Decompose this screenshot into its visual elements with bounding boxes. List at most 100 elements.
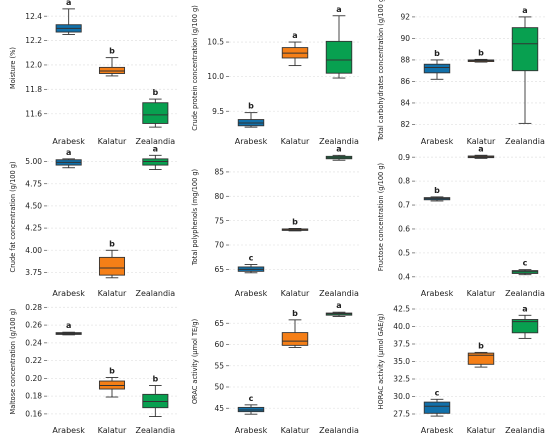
x-tick-label: Zealandia xyxy=(505,426,545,435)
y-tick-label: 85 xyxy=(214,168,224,177)
y-tick-label: 27.5 xyxy=(393,410,410,419)
x-tick-label: Kalatur xyxy=(281,289,310,298)
y-tick-label: 0.4 xyxy=(398,272,410,281)
y-tick-label: 37.5 xyxy=(393,340,410,349)
box-arabesk xyxy=(423,63,451,74)
x-tick-label: Kalatur xyxy=(467,137,496,146)
y-tick-label: 0.6 xyxy=(398,225,410,234)
y-tick-label: 55 xyxy=(214,361,224,370)
y-tick-label: 0.28 xyxy=(25,303,42,312)
significance-letter: b xyxy=(109,239,115,248)
significance-letter: b xyxy=(434,186,440,195)
y-tick-label: 82 xyxy=(400,120,410,129)
y-axis-label: Moisture (%) xyxy=(9,47,17,89)
y-tick-label: 9.5 xyxy=(212,107,224,116)
y-axis-label: Fructose concentration (g/100 g) xyxy=(377,163,385,271)
y-tick-label: 0.7 xyxy=(398,201,410,210)
significance-letter: b xyxy=(434,49,440,58)
x-tick-label: Kalatur xyxy=(98,137,127,146)
y-tick-label: 45 xyxy=(214,404,224,413)
y-tick-label: 86 xyxy=(400,77,410,86)
significance-letter: a xyxy=(336,144,341,153)
y-tick-label: 12.2 xyxy=(25,36,42,45)
box-arabesk xyxy=(423,401,451,414)
y-tick-label: 4.00 xyxy=(25,246,42,255)
y-tick-label: 65 xyxy=(214,265,224,274)
significance-letter: a xyxy=(522,304,527,313)
y-tick-label: 60 xyxy=(214,340,224,349)
significance-letter: b xyxy=(109,366,115,375)
y-tick-label: 65 xyxy=(214,319,224,328)
y-tick-label: 50 xyxy=(214,383,224,392)
chart-panel-1: 11.6 11.8 12.0 12.2 12.4 Moisture (%) a Arabesk… xyxy=(9,0,177,146)
significance-letter: b xyxy=(478,48,484,57)
y-tick-label: 4.75 xyxy=(25,179,42,188)
significance-letter: a xyxy=(292,31,297,40)
x-tick-label: Arabesk xyxy=(235,289,268,298)
chart-panel-5: 65 70 75 80 85 Total polyphenols (mg/100 g) c A… xyxy=(191,144,361,298)
x-tick-label: Kalatur xyxy=(467,426,496,435)
y-tick-label: 0.24 xyxy=(25,338,42,347)
x-tick-label: Arabesk xyxy=(235,426,268,435)
y-tick-label: 0.9 xyxy=(398,153,410,162)
y-axis-label: Crude protein concentration (g/100 g) xyxy=(191,5,199,131)
chart-panel-8: 45 50 55 60 65 ORAC activity (μmol TE/g) c Arab… xyxy=(191,301,361,435)
significance-letter: b xyxy=(152,374,158,383)
box-kalatur xyxy=(467,352,495,365)
chart-panel-4: 3.75 4.00 4.25 4.50 4.75 5.00 Crude fat concen… xyxy=(9,144,177,298)
y-tick-label: 12.4 xyxy=(25,12,42,21)
chart-panel-7: 0.16 0.18 0.20 0.22 0.24 0.26 0.28 Maltose conc… xyxy=(9,303,177,435)
chart-panel-3: 82 84 86 88 90 92 Total carbohydrates concentr… xyxy=(377,0,547,146)
box-kalatur xyxy=(98,256,126,276)
significance-letter: a xyxy=(153,144,158,153)
significance-letter: c xyxy=(249,254,254,263)
y-tick-label: 70 xyxy=(214,241,224,250)
significance-letter: a xyxy=(66,321,71,330)
y-tick-label: 75 xyxy=(214,216,224,225)
significance-letter: c xyxy=(435,388,440,397)
box-zealandia xyxy=(142,102,169,124)
x-tick-label: Kalatur xyxy=(281,137,310,146)
significance-letter: b xyxy=(152,88,158,97)
y-tick-label: 10.5 xyxy=(207,38,224,47)
y-tick-label: 4.50 xyxy=(25,202,42,211)
significance-letter: b xyxy=(109,47,115,56)
y-tick-label: 0.16 xyxy=(25,409,42,418)
x-tick-label: Arabesk xyxy=(421,426,454,435)
y-tick-label: 42.5 xyxy=(393,305,410,314)
x-tick-label: Kalatur xyxy=(281,426,310,435)
x-tick-label: Zealandia xyxy=(135,137,175,146)
box-kalatur xyxy=(281,332,309,346)
x-tick-label: Arabesk xyxy=(235,137,268,146)
x-tick-label: Zealandia xyxy=(505,289,545,298)
significance-letter: a xyxy=(66,0,71,7)
x-tick-label: Zealandia xyxy=(135,289,175,298)
chart-panel-9: 27.5 30.0 32.5 35.0 37.5 40.0 42.5 HORAC activi… xyxy=(377,304,547,435)
y-tick-label: 40.0 xyxy=(393,322,410,331)
y-tick-label: 11.6 xyxy=(25,109,42,118)
y-tick-label: 12.0 xyxy=(25,61,42,70)
x-tick-label: Zealandia xyxy=(319,426,359,435)
y-tick-label: 0.26 xyxy=(25,321,42,330)
y-axis-label: Crude fat concentration (g/100 g) xyxy=(9,161,17,272)
significance-letter: a xyxy=(478,144,483,153)
significance-letter: b xyxy=(248,102,254,111)
y-tick-label: 0.8 xyxy=(398,177,410,186)
x-tick-label: Zealandia xyxy=(319,137,359,146)
y-tick-label: 35.0 xyxy=(393,357,410,366)
y-tick-label: 90 xyxy=(400,34,410,43)
x-tick-label: Arabesk xyxy=(52,426,85,435)
significance-letter: b xyxy=(292,309,298,318)
x-tick-label: Arabesk xyxy=(52,289,85,298)
box-kalatur xyxy=(98,66,126,74)
y-tick-label: 11.8 xyxy=(25,85,42,94)
box-zealandia xyxy=(511,27,539,72)
y-axis-label: Total polyphenols (mg/100 g) xyxy=(191,169,199,266)
y-axis-label: HORAC activity (μmol GAE/g) xyxy=(377,314,385,410)
y-tick-label: 3.75 xyxy=(25,268,42,277)
y-tick-label: 92 xyxy=(400,13,410,22)
significance-letter: b xyxy=(292,217,298,226)
x-tick-label: Kalatur xyxy=(98,289,127,298)
x-tick-label: Kalatur xyxy=(98,426,127,435)
x-tick-label: Arabesk xyxy=(52,137,85,146)
